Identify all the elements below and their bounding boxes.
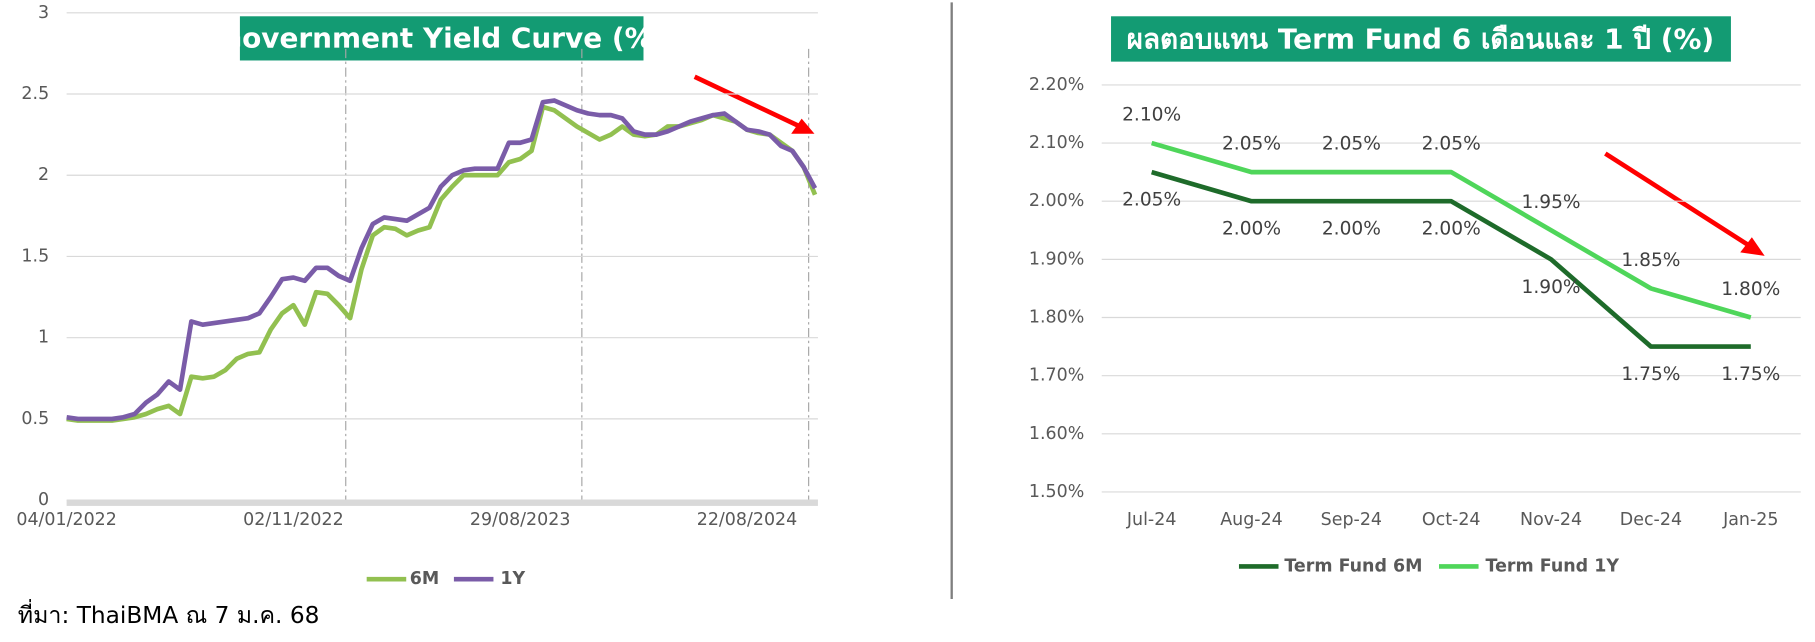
series-line [66, 98, 818, 422]
title-box [239, 16, 644, 61]
legend-label: 6M [410, 569, 440, 589]
y-tick-label: 1.60% [1029, 424, 1084, 444]
y-tick-label: 2.20% [1029, 75, 1084, 95]
x-tick-label: 22/08/2024 [697, 510, 798, 530]
x-tick-label: Nov-24 [1520, 510, 1582, 530]
data-label: 1.80% [1721, 279, 1780, 300]
data-label: 1.90% [1522, 277, 1581, 298]
series-line [66, 104, 818, 423]
data-label: 1.85% [1621, 250, 1680, 271]
chart-title: ผลตอบแทน Term Fund 6 เดือนและ 1 ปี (%) [1127, 23, 1715, 56]
data-label: 2.00% [1222, 219, 1281, 240]
x-tick-label: Dec-24 [1620, 510, 1682, 530]
x-axis [66, 500, 818, 506]
y-tick-label: 0 [38, 490, 49, 510]
data-label: 2.10% [1122, 105, 1181, 126]
data-label: 2.05% [1122, 190, 1181, 211]
legend-label: Term Fund 1Y [1486, 556, 1620, 576]
x-tick-label: 04/01/2022 [16, 510, 117, 530]
data-label: 2.00% [1422, 219, 1481, 240]
legend-label: 1Y [500, 569, 525, 589]
y-tick-label: 2.00% [1029, 191, 1084, 211]
y-tick-label: 1 [38, 328, 49, 348]
series-line [1151, 169, 1751, 349]
y-tick-label: 1.80% [1029, 308, 1084, 328]
y-tick-label: 1.90% [1029, 249, 1084, 269]
y-tick-label: 2.5 [21, 84, 49, 104]
data-label: 2.05% [1222, 134, 1281, 155]
x-tick-label: Jul-24 [1126, 510, 1177, 530]
x-tick-label: Jan-25 [1722, 510, 1778, 530]
source-note: ที่มา: ThaiBMA ณ 7 ม.ค. 68 [18, 599, 320, 629]
data-label: 1.75% [1621, 364, 1680, 385]
data-label: 2.00% [1322, 219, 1381, 240]
y-tick-label: 1.50% [1029, 482, 1084, 502]
y-tick-label: 1.5 [21, 246, 49, 266]
trend-arrow [693, 74, 1765, 256]
y-tick-label: 0.5 [21, 409, 49, 429]
y-tick-label: 3 [38, 3, 49, 23]
period-markers [345, 48, 810, 501]
data-label: 1.95% [1522, 192, 1581, 213]
data-label: 2.05% [1322, 134, 1381, 155]
chart-title: Government Yield Curve (%) [219, 22, 665, 55]
x-tick-label: Sep-24 [1321, 510, 1382, 530]
title-box [1111, 16, 1731, 62]
data-label: 2.05% [1422, 134, 1481, 155]
data-label: 1.75% [1721, 364, 1780, 385]
series-line [1151, 140, 1752, 320]
x-tick-label: Oct-24 [1422, 510, 1481, 530]
x-tick-label: 29/08/2023 [470, 510, 571, 530]
y-tick-label: 1.70% [1029, 366, 1084, 386]
legend-label: Term Fund 6M [1284, 556, 1422, 576]
y-tick-label: 2.10% [1029, 133, 1084, 153]
y-tick-label: 2 [38, 165, 49, 185]
x-tick-label: 02/11/2022 [243, 510, 344, 530]
x-tick-label: Aug-24 [1220, 510, 1283, 530]
